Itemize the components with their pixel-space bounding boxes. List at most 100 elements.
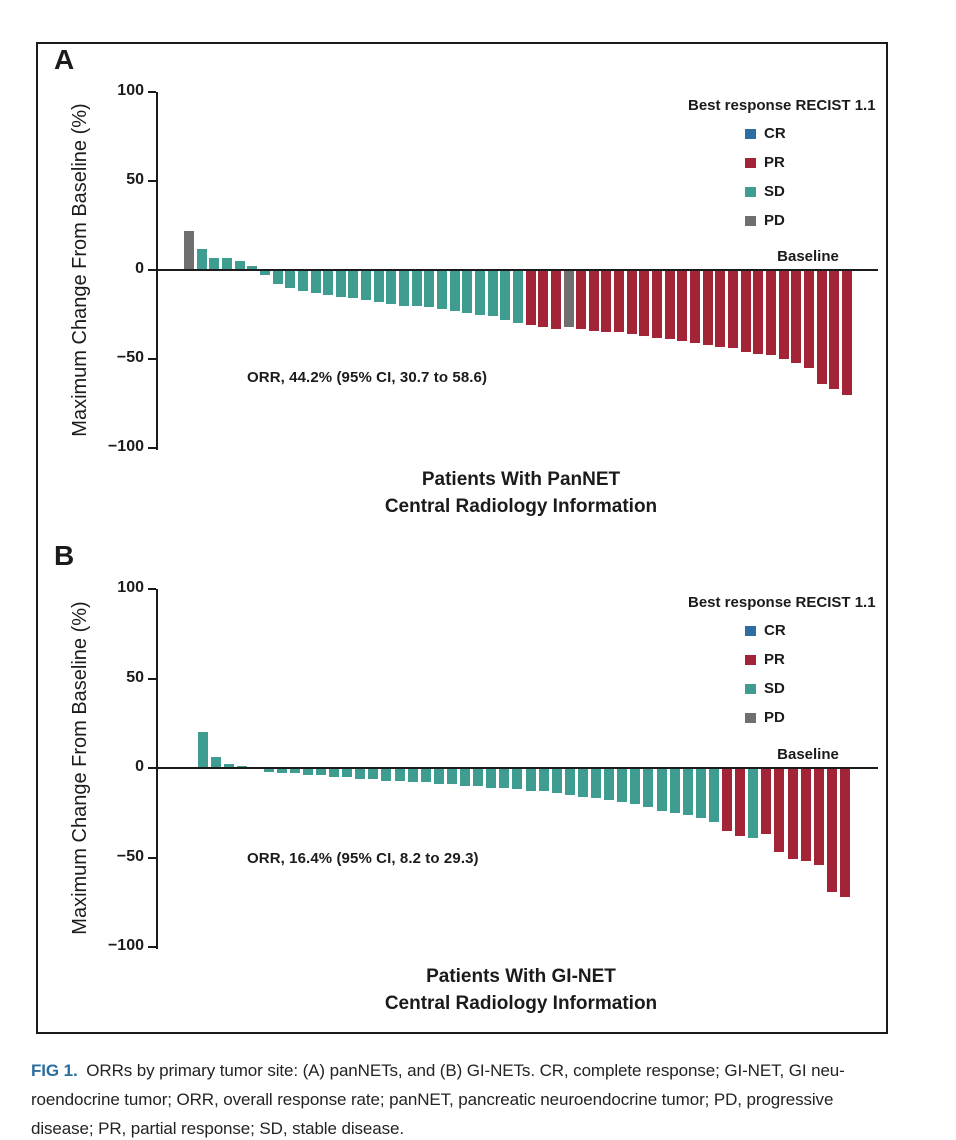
legend-entry-label: PD bbox=[764, 212, 785, 229]
waterfall-bar bbox=[588, 270, 599, 331]
waterfall-bar bbox=[652, 270, 663, 338]
waterfall-bar bbox=[656, 768, 667, 811]
waterfall-bar bbox=[512, 270, 523, 324]
waterfall-bar bbox=[433, 768, 444, 785]
waterfall-bar bbox=[761, 768, 772, 835]
waterfall-bar bbox=[708, 768, 719, 822]
y-tick-mark bbox=[148, 946, 156, 948]
waterfall-bar bbox=[407, 768, 418, 783]
waterfall-bar bbox=[184, 230, 194, 270]
y-tick-label: −100 bbox=[107, 937, 144, 954]
y-tick-label: 50 bbox=[126, 668, 144, 686]
legend-swatch-pd bbox=[745, 215, 756, 226]
waterfall-bar bbox=[829, 270, 840, 390]
y-tick-mark bbox=[148, 677, 156, 680]
waterfall-bar bbox=[538, 270, 549, 327]
waterfall-bar bbox=[224, 764, 235, 768]
waterfall-bar bbox=[748, 768, 759, 838]
waterfall-bar bbox=[276, 768, 287, 774]
waterfall-bar bbox=[424, 270, 435, 308]
waterfall-bar bbox=[209, 257, 220, 270]
y-axis-line-b bbox=[156, 589, 158, 949]
legend-title: Best response RECIST 1.1 bbox=[688, 594, 876, 611]
waterfall-bar bbox=[669, 768, 680, 813]
legend-entry-pr: PR bbox=[688, 645, 888, 674]
legend-title: Best response RECIST 1.1 bbox=[688, 97, 876, 114]
x-title-line1: Patients With GI-NET bbox=[426, 966, 616, 987]
waterfall-bar bbox=[323, 270, 334, 295]
legend-swatch-sd bbox=[745, 186, 756, 197]
caption-text-1: ORRs by primary tumor site: (A) panNETs,… bbox=[86, 1061, 845, 1080]
waterfall-bar bbox=[664, 270, 675, 340]
waterfall-bar bbox=[791, 270, 802, 363]
waterfall-bar bbox=[348, 270, 359, 299]
legend-swatch-cr bbox=[745, 128, 756, 139]
x-axis-title-b: Patients With GI-NET Central Radiology I… bbox=[158, 963, 884, 1017]
caption-line-2: roendocrine tumor; ORR, overall response… bbox=[31, 1090, 834, 1109]
waterfall-bar bbox=[211, 757, 222, 768]
waterfall-bar bbox=[335, 270, 346, 297]
caption-line-3: disease; PR, partial response; SD, stabl… bbox=[31, 1119, 404, 1138]
legend-entry-label: SD bbox=[764, 680, 785, 697]
y-tick-mark bbox=[148, 180, 156, 182]
waterfall-bar bbox=[247, 266, 258, 270]
y-tick-label: −50 bbox=[116, 349, 144, 366]
y-tick-label: −100 bbox=[107, 438, 144, 455]
legend-entry-sd: SD bbox=[688, 177, 888, 206]
y-axis-line-a bbox=[156, 92, 158, 450]
waterfall-bar bbox=[474, 270, 485, 315]
y-tick-label: −50 bbox=[116, 847, 144, 865]
waterfall-bar bbox=[538, 768, 549, 792]
waterfall-bar bbox=[386, 270, 397, 304]
waterfall-bar bbox=[361, 270, 372, 301]
y-tick-mark bbox=[148, 447, 156, 449]
waterfall-bar bbox=[342, 768, 353, 777]
y-tick-mark bbox=[148, 767, 156, 769]
waterfall-bar bbox=[601, 270, 612, 333]
waterfall-bar bbox=[302, 768, 313, 776]
waterfall-bar bbox=[234, 261, 245, 270]
waterfall-bar bbox=[576, 270, 587, 329]
y-tick-label: 100 bbox=[117, 579, 144, 596]
legend-entry-pr: PR bbox=[688, 148, 888, 177]
waterfall-bar bbox=[272, 270, 283, 285]
waterfall-bar bbox=[486, 768, 497, 788]
baseline-label-a: Baseline bbox=[777, 248, 839, 265]
legend-entry-label: PR bbox=[764, 651, 785, 668]
figure-caption: FIG 1. ORRs by primary tumor site: (A) p… bbox=[31, 1056, 941, 1140]
legend-entry-label: PD bbox=[764, 709, 785, 726]
waterfall-bar bbox=[677, 270, 688, 342]
waterfall-bar bbox=[639, 270, 650, 336]
waterfall-bar bbox=[500, 270, 511, 320]
waterfall-bar bbox=[420, 768, 431, 783]
waterfall-bar bbox=[368, 768, 379, 779]
waterfall-bar bbox=[695, 768, 706, 819]
waterfall-bar bbox=[460, 768, 470, 786]
y-tick-label: 0 bbox=[135, 260, 144, 277]
waterfall-bar bbox=[577, 768, 588, 797]
legend-b: Best response RECIST 1.1 CR PR SD PD bbox=[688, 594, 888, 732]
waterfall-bar bbox=[512, 768, 523, 790]
waterfall-bar bbox=[722, 768, 732, 831]
waterfall-bar bbox=[263, 768, 274, 772]
legend-entry-label: PR bbox=[764, 154, 785, 171]
waterfall-bar bbox=[816, 270, 827, 384]
waterfall-bar bbox=[355, 768, 366, 779]
waterfall-bar bbox=[753, 270, 764, 354]
x-title-line2: Central Radiology Information bbox=[384, 496, 658, 517]
legend-swatch-cr bbox=[745, 625, 756, 636]
waterfall-bar bbox=[259, 270, 270, 276]
waterfall-bar bbox=[765, 270, 776, 356]
y-tick-mark bbox=[148, 269, 156, 271]
legend-entry-label: CR bbox=[764, 622, 786, 639]
legend-a: Best response RECIST 1.1 CR PR SD PD bbox=[688, 97, 888, 235]
legend-entry-label: SD bbox=[764, 183, 785, 200]
waterfall-bar bbox=[614, 270, 625, 333]
legend-entry-label: CR bbox=[764, 125, 786, 142]
waterfall-bar bbox=[310, 270, 321, 294]
waterfall-bar bbox=[329, 768, 339, 777]
legend-entries-a: CR PR SD PD bbox=[688, 119, 888, 235]
waterfall-bar bbox=[285, 270, 296, 288]
waterfall-bar bbox=[221, 257, 232, 270]
waterfall-bar bbox=[740, 270, 751, 352]
